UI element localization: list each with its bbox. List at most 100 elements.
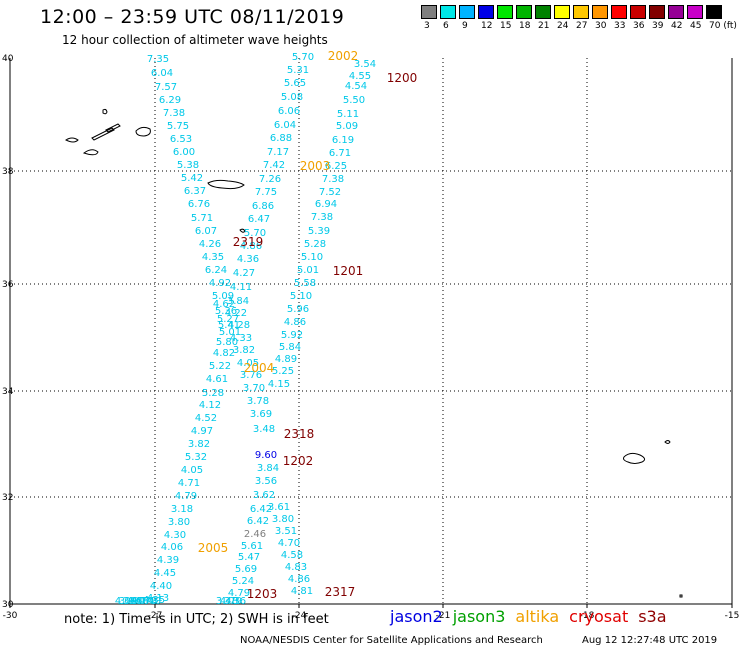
colorbar-label: 36 xyxy=(633,21,645,31)
wave-height-value: 3.69 xyxy=(250,409,272,420)
wave-height-value: 6.06 xyxy=(278,106,300,117)
wave-height-value: 5.24 xyxy=(232,576,254,587)
wave-height-value: 4.35 xyxy=(143,595,165,606)
footer-note: note: 1) Time is in UTC; 2) SWH is in fe… xyxy=(64,612,329,627)
wave-height-value: 4.92 xyxy=(209,278,231,289)
wave-height-value: 3.36 xyxy=(224,596,246,607)
map-title: 12:00 – 23:59 UTC 08/11/2019 xyxy=(40,6,345,28)
wave-height-value: 5.25 xyxy=(272,366,294,377)
wave-height-value: 3.51 xyxy=(275,526,297,537)
latitude-label: 32 xyxy=(2,493,13,503)
wave-height-value: 3.70 xyxy=(243,383,265,394)
wave-height-value: 4.86 xyxy=(240,241,262,252)
pass-time-label: 2319 xyxy=(233,235,264,249)
wave-height-value: 4.83 xyxy=(285,562,307,573)
wave-height-value: 5.27 xyxy=(217,314,239,325)
colorbar-swatch xyxy=(459,5,475,19)
longitude-label: -27 xyxy=(148,611,163,621)
legend-altika: altika xyxy=(515,607,560,626)
wave-height-value: 5.58 xyxy=(294,278,316,289)
island-sao-miguel xyxy=(207,179,245,190)
wave-height-value: 5.75 xyxy=(167,121,189,132)
pass-time-label: 1203 xyxy=(247,587,278,601)
wave-height-value: 7.17 xyxy=(267,147,289,158)
wave-height-value: 4.78 xyxy=(135,596,157,607)
legend-s3a: s3a xyxy=(638,607,667,626)
colorbar-swatch xyxy=(478,5,494,19)
wave-height-value: 5.70 xyxy=(292,52,314,63)
colorbar-label: 18 xyxy=(519,21,531,31)
latitude-label: 36 xyxy=(2,280,14,290)
map-subtitle: 12 hour collection of altimeter wave hei… xyxy=(62,33,328,47)
wave-height-value: 4.15 xyxy=(268,379,290,390)
wave-height-value: 4.26 xyxy=(199,239,221,250)
wave-height-value: 5.41 xyxy=(218,320,240,331)
island-porto-santo xyxy=(664,440,671,444)
wave-height-value: 6.29 xyxy=(159,95,181,106)
island-pico xyxy=(135,126,151,137)
wave-height-value: 5.92 xyxy=(281,330,303,341)
wave-height-value: 3.48 xyxy=(253,424,275,435)
wave-height-value: 5.71 xyxy=(191,213,213,224)
legend-jason2: jason2 xyxy=(390,607,443,626)
colorbar-label: 39 xyxy=(652,21,664,31)
wave-height-value: 4.13 xyxy=(147,593,169,604)
latitude-label: 34 xyxy=(2,387,14,397)
credit-text: NOAA/NESDIS Center for Satellite Applica… xyxy=(240,635,543,646)
colorbar-swatch xyxy=(497,5,513,19)
colorbar-swatch xyxy=(649,5,665,19)
wave-height-value: 9.60 xyxy=(255,450,277,461)
colorbar-swatch xyxy=(687,5,703,19)
wave-height-value: 4.86 xyxy=(288,574,310,585)
wave-height-value: 5.10 xyxy=(290,291,312,302)
wave-height-value: 7.57 xyxy=(155,82,177,93)
wave-height-value: 4.74 xyxy=(131,596,153,607)
wave-height-value: 7.35 xyxy=(147,54,169,65)
wave-height-value: 4.81 xyxy=(291,586,313,597)
wave-height-value: 4.62 xyxy=(213,299,235,310)
wave-height-value: 4.71 xyxy=(178,478,200,489)
colorbar-label: 15 xyxy=(500,21,512,31)
wave-height-value: 5.69 xyxy=(235,564,257,575)
legend-cryosat: cryosat xyxy=(569,607,629,626)
wave-height-value: 5.96 xyxy=(287,304,309,315)
pass-time-label: 2317 xyxy=(325,585,356,599)
wave-height-value: 4.12 xyxy=(199,400,221,411)
colorbar-swatch xyxy=(554,5,570,19)
island-madeira xyxy=(623,452,646,464)
wave-height-value: 4.45 xyxy=(154,568,176,579)
colorbar-label: 21 xyxy=(538,21,550,31)
wave-height-value: 4.58 xyxy=(281,550,303,561)
colorbar-swatch xyxy=(668,5,684,19)
wave-height-value: 4.35 xyxy=(202,252,224,263)
colorbar-swatch xyxy=(630,5,646,19)
island-sao-jorge xyxy=(91,127,115,141)
wave-height-values: 7.35 6.04 7.57 6.29 7.38 5.75 6.53 6.00 5.38 5.42… xyxy=(115,52,376,607)
wave-height-value: 6.37 xyxy=(184,186,206,197)
wave-height-value: 6.04 xyxy=(151,68,173,79)
wave-height-value: 6.19 xyxy=(332,135,354,146)
wave-height-value: 4.70 xyxy=(278,538,300,549)
colorbar-label: 9 xyxy=(462,21,468,31)
wave-height-value: 5.28 xyxy=(304,239,326,250)
wave-height-value: 4.40 xyxy=(150,581,172,592)
wave-height-value: 5.36 xyxy=(215,306,237,317)
wave-height-value: 6.07 xyxy=(195,226,217,237)
wave-height-value: 3.78 xyxy=(247,396,269,407)
wave-height-value: 4.52 xyxy=(195,413,217,424)
wave-height-value: 3.54 xyxy=(354,59,376,70)
wave-height-value: 5.10 xyxy=(301,252,323,263)
wave-height-value: 3.82 xyxy=(188,439,210,450)
wave-height-value: 4.86 xyxy=(284,317,306,328)
wave-height-value: 5.01 xyxy=(297,265,319,276)
wave-height-value: 6.47 xyxy=(248,214,270,225)
wave-height-value: 7.38 xyxy=(311,212,333,223)
wave-height-value: 6.24 xyxy=(205,265,227,276)
legend-jason3: jason3 xyxy=(452,607,506,626)
island-graciosa xyxy=(82,149,99,156)
colorbar-label: 27 xyxy=(576,21,588,31)
map-grid xyxy=(9,58,733,608)
wave-height-value: 4.11 xyxy=(230,282,252,293)
wave-height-value: 7.75 xyxy=(255,187,277,198)
wave-height-value: 3.76 xyxy=(240,370,262,381)
